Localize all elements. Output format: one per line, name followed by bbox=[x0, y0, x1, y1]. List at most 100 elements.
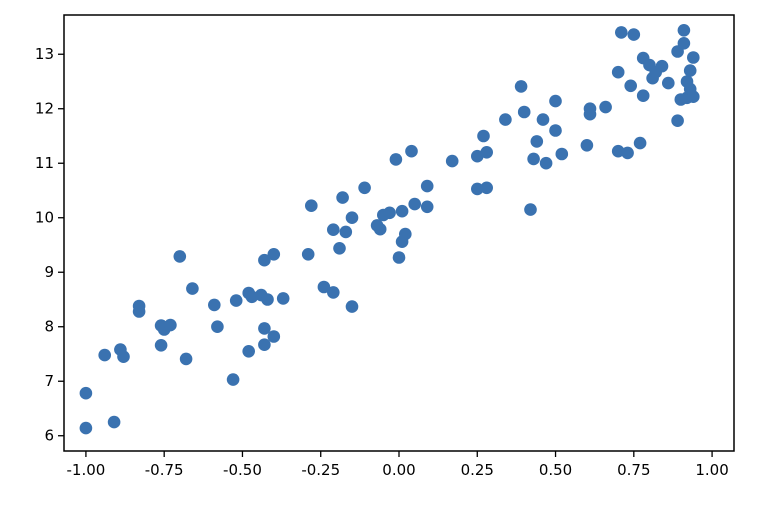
data-point bbox=[186, 282, 199, 295]
data-point bbox=[677, 37, 691, 50]
data-point bbox=[480, 146, 494, 159]
data-point bbox=[132, 305, 146, 318]
data-point bbox=[517, 105, 531, 119]
data-point bbox=[405, 144, 418, 158]
data-point bbox=[399, 227, 412, 241]
data-point bbox=[173, 250, 187, 263]
y-tick-label: 11 bbox=[35, 154, 54, 172]
data-point bbox=[389, 153, 403, 166]
x-tick-label: -0.50 bbox=[223, 461, 262, 479]
y-tick-label: 12 bbox=[35, 100, 54, 118]
y-tick-label: 13 bbox=[35, 45, 54, 63]
data-point bbox=[242, 345, 255, 358]
y-tick-label: 6 bbox=[44, 427, 54, 445]
y-tick-label: 9 bbox=[44, 263, 54, 281]
data-point bbox=[229, 294, 243, 307]
data-point bbox=[261, 293, 274, 306]
data-point bbox=[267, 248, 281, 261]
data-point bbox=[327, 286, 340, 299]
data-point bbox=[79, 421, 93, 435]
data-point bbox=[327, 223, 340, 236]
data-point bbox=[611, 144, 625, 158]
data-point bbox=[408, 197, 422, 211]
data-point bbox=[477, 129, 490, 143]
data-point bbox=[549, 124, 562, 137]
data-point bbox=[655, 59, 669, 73]
y-tick-label: 8 bbox=[44, 318, 54, 336]
data-point bbox=[226, 373, 240, 386]
data-point bbox=[583, 102, 597, 115]
data-point bbox=[339, 225, 353, 239]
data-point bbox=[611, 65, 625, 79]
y-axis: 6 7 8 9 10 11 12 13 bbox=[35, 45, 64, 445]
data-point bbox=[345, 211, 359, 224]
data-point bbox=[615, 26, 628, 39]
data-point bbox=[527, 152, 540, 166]
data-point bbox=[687, 90, 700, 103]
data-point bbox=[599, 100, 612, 114]
x-tick-label: -0.25 bbox=[301, 461, 340, 479]
data-point bbox=[687, 51, 700, 64]
data-point bbox=[662, 76, 675, 90]
x-tick-label: -0.75 bbox=[145, 461, 184, 479]
data-point bbox=[336, 191, 349, 204]
data-point bbox=[671, 114, 684, 127]
data-point bbox=[245, 290, 259, 304]
x-axis: -1.00 -0.75 -0.50 -0.25 0.00 0.25 0.50 0.75 1.00 bbox=[67, 451, 729, 479]
data-point bbox=[536, 113, 550, 126]
data-point bbox=[530, 135, 544, 148]
data-point bbox=[317, 280, 331, 294]
data-point bbox=[683, 64, 697, 77]
data-point bbox=[305, 199, 318, 212]
y-tick-label: 10 bbox=[35, 209, 54, 227]
data-point bbox=[539, 156, 553, 170]
data-point bbox=[633, 136, 647, 150]
data-point bbox=[107, 415, 121, 429]
data-point bbox=[211, 320, 224, 334]
data-point bbox=[98, 348, 111, 362]
data-point bbox=[373, 222, 387, 236]
data-point bbox=[258, 338, 271, 352]
data-point bbox=[555, 147, 569, 161]
data-point bbox=[627, 28, 641, 41]
x-tick-label: 0.25 bbox=[461, 461, 494, 479]
data-points-layer bbox=[79, 24, 700, 435]
data-point bbox=[480, 181, 494, 195]
data-point bbox=[395, 204, 409, 218]
data-point bbox=[258, 253, 271, 267]
data-point bbox=[345, 300, 359, 313]
x-tick-label: -1.00 bbox=[67, 461, 106, 479]
data-point bbox=[549, 94, 562, 108]
x-tick-label: 1.00 bbox=[695, 461, 728, 479]
x-tick-label: 0.75 bbox=[617, 461, 650, 479]
data-point bbox=[524, 203, 537, 216]
x-tick-label: 0.00 bbox=[382, 461, 415, 479]
data-point bbox=[677, 24, 691, 37]
y-tick-label: 7 bbox=[44, 372, 54, 390]
data-point bbox=[276, 292, 290, 305]
data-point bbox=[333, 242, 346, 255]
data-point bbox=[154, 339, 168, 352]
data-point bbox=[179, 352, 193, 366]
data-point bbox=[471, 182, 484, 196]
data-point bbox=[267, 330, 281, 343]
data-point bbox=[208, 298, 221, 312]
data-point bbox=[580, 139, 594, 152]
data-point bbox=[499, 113, 512, 126]
data-point bbox=[258, 322, 271, 335]
x-tick-label: 0.50 bbox=[539, 461, 572, 479]
data-point bbox=[117, 350, 130, 364]
data-point bbox=[392, 251, 406, 264]
data-point bbox=[636, 89, 650, 102]
data-point bbox=[301, 248, 315, 261]
data-point bbox=[445, 154, 459, 168]
data-point bbox=[79, 386, 93, 400]
data-point bbox=[164, 318, 177, 332]
data-point bbox=[358, 181, 371, 195]
data-point bbox=[621, 146, 634, 160]
data-point bbox=[420, 200, 434, 214]
data-point bbox=[514, 80, 528, 93]
data-point bbox=[383, 206, 396, 220]
